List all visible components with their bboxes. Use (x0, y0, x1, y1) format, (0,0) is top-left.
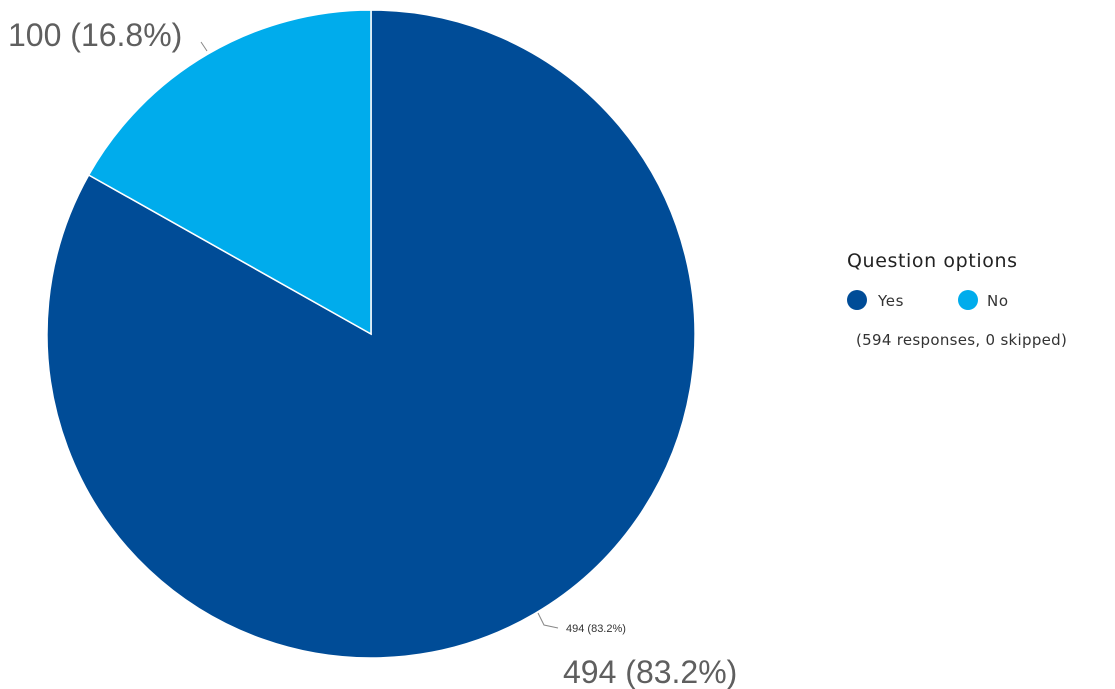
legend-item-no[interactable]: No (958, 290, 1009, 310)
legend-item-yes[interactable]: Yes (847, 290, 904, 310)
leader-lines (200, 41, 559, 629)
pie-slice-no[interactable] (87, 9, 372, 336)
pie-slices (46, 9, 696, 659)
legend-swatch-yes (847, 290, 867, 310)
legend-swatch-no (958, 290, 978, 310)
legend-title: Question options (847, 250, 1018, 272)
slice-inner-label-yes: 494 (83.2%) (566, 623, 626, 635)
legend-label-no: No (987, 292, 1009, 310)
legend: Question options Yes No (594 responses, … (847, 250, 1067, 349)
slice-label-no: 100 (16.8%) (8, 17, 182, 53)
leader-line-yes (537, 612, 559, 629)
leader-line-no (200, 41, 208, 52)
legend-label-yes: Yes (877, 292, 904, 310)
slice-label-yes: 494 (83.2%) (563, 654, 737, 689)
legend-response-count: (594 responses, 0 skipped) (856, 331, 1067, 349)
